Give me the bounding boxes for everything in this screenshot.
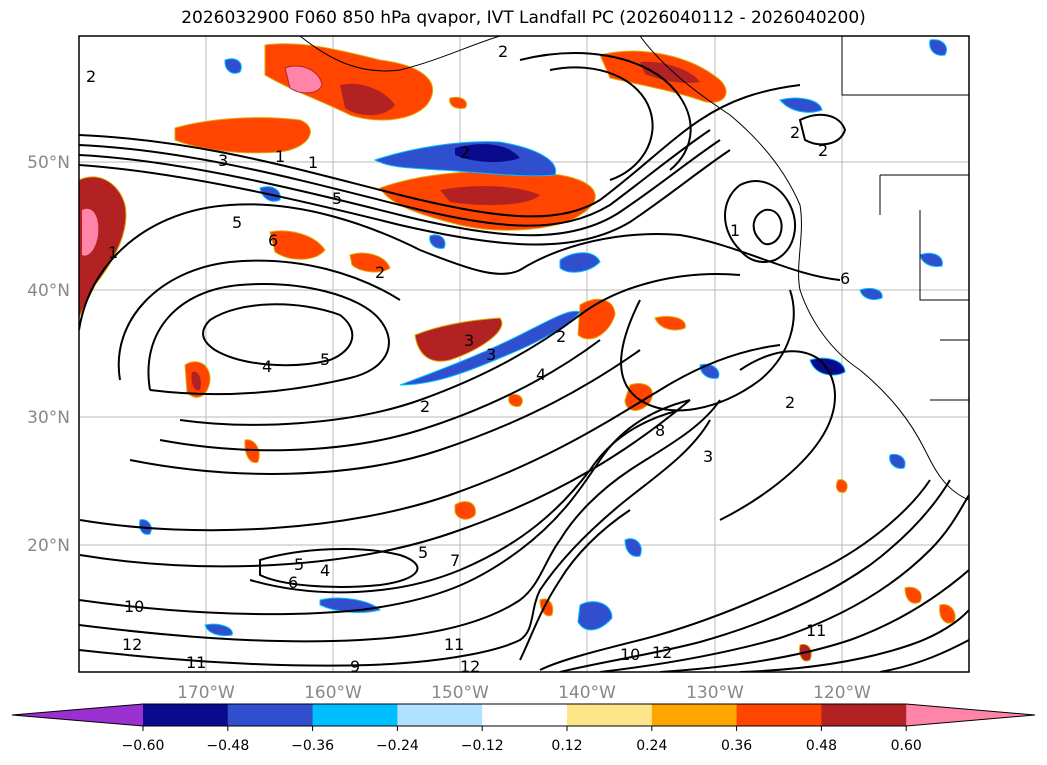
map-area: 2 2 2 1 1 3 5 5 1 6 2 2 4 5 3 3 2 4 2 8 … bbox=[79, 36, 969, 676]
contour-label: 6 bbox=[288, 573, 298, 592]
lat-label: 20°N bbox=[27, 536, 70, 556]
contour-label: 3 bbox=[486, 345, 496, 364]
colorbar-segment bbox=[227, 704, 314, 726]
contour-label: 1 bbox=[108, 243, 118, 262]
lon-label: 140°W bbox=[558, 683, 616, 703]
contour-label: 5 bbox=[320, 350, 330, 369]
colorbar-tick-label: −0.12 bbox=[461, 738, 504, 754]
contour-label: 6 bbox=[268, 231, 278, 250]
contour-label: 2 bbox=[420, 397, 430, 416]
contour-label: 5 bbox=[332, 189, 342, 208]
contour-label: 10 bbox=[620, 645, 640, 664]
contour-label: 12 bbox=[460, 657, 480, 676]
colorbar-segment bbox=[567, 704, 653, 726]
colorbar-segment bbox=[397, 704, 483, 726]
contour-label: 4 bbox=[536, 365, 546, 384]
contour-label: 9 bbox=[350, 657, 360, 676]
colorbar-tick-label: −0.36 bbox=[291, 738, 334, 754]
lon-labels: 170°W 160°W 150°W 140°W 130°W 120°W bbox=[177, 683, 871, 703]
lat-label: 50°N bbox=[27, 153, 70, 173]
colorbar-segment bbox=[482, 704, 568, 726]
colorbar-tick-label: 0.60 bbox=[891, 738, 922, 754]
contour-label: 1 bbox=[730, 221, 740, 240]
contour-label: 3 bbox=[218, 151, 228, 170]
contour-label: 2 bbox=[460, 143, 470, 162]
colorbar-tick-label: −0.48 bbox=[206, 738, 249, 754]
lon-label: 150°W bbox=[431, 683, 489, 703]
colorbar-segment bbox=[143, 704, 229, 726]
lon-label: 160°W bbox=[304, 683, 362, 703]
colorbar-segment bbox=[312, 704, 398, 726]
coastline bbox=[299, 36, 969, 501]
colorbar-extend-max bbox=[906, 704, 1035, 726]
qvapor-negative-regions bbox=[139, 39, 947, 637]
contour-label: 5 bbox=[294, 555, 304, 574]
colorbar: −0.60 −0.48 −0.36 −0.24 −0.12 0.12 0.24 0.36 0.4… bbox=[11, 703, 1036, 754]
contour-label: 2 bbox=[556, 327, 566, 346]
contour-label: 2 bbox=[790, 123, 800, 142]
contour-label: 12 bbox=[652, 643, 672, 662]
ivt-contours bbox=[79, 52, 969, 672]
contour-label: 11 bbox=[806, 621, 826, 640]
contour-label: 4 bbox=[320, 561, 330, 580]
contour-label: 7 bbox=[450, 551, 460, 570]
colorbar-segment bbox=[736, 704, 822, 726]
colorbar-extend-min bbox=[12, 704, 143, 726]
contour-label: 2 bbox=[498, 42, 508, 61]
lon-label: 120°W bbox=[813, 683, 871, 703]
colorbar-segment bbox=[651, 704, 738, 726]
contour-label: 1 bbox=[275, 147, 285, 166]
contour-label: 4 bbox=[262, 357, 272, 376]
contour-label: 5 bbox=[418, 543, 428, 562]
colorbar-tick-label: 0.48 bbox=[806, 738, 837, 754]
colorbar-segment bbox=[821, 704, 907, 726]
lon-label: 130°W bbox=[686, 683, 744, 703]
colorbar-tick-label: 0.24 bbox=[636, 738, 667, 754]
contour-label: 11 bbox=[186, 653, 206, 672]
contour-label: 12 bbox=[122, 635, 142, 654]
map-border bbox=[78, 35, 970, 673]
colorbar-tick-label: −0.60 bbox=[122, 738, 165, 754]
contour-label: 2 bbox=[818, 141, 828, 160]
figure-title: 2026032900 F060 850 hPa qvapor, IVT Land… bbox=[181, 8, 866, 28]
colorbar-tick-label: 0.36 bbox=[721, 738, 752, 754]
contour-labels: 2 2 2 1 1 3 5 5 1 6 2 2 4 5 3 3 2 4 2 8 … bbox=[86, 42, 850, 676]
contour-label: 2 bbox=[86, 67, 96, 86]
contour-label: 2 bbox=[785, 393, 795, 412]
lat-labels: 50°N 40°N 30°N 20°N bbox=[27, 153, 70, 556]
lat-label: 40°N bbox=[27, 281, 70, 301]
contour-label: 3 bbox=[464, 331, 474, 350]
colorbar-tick-label: 0.12 bbox=[551, 738, 582, 754]
contour-label: 6 bbox=[840, 269, 850, 288]
lat-label: 30°N bbox=[27, 408, 70, 428]
contour-label: 3 bbox=[703, 447, 713, 466]
colorbar-tick-label: −0.24 bbox=[376, 738, 419, 754]
contour-label: 1 bbox=[308, 153, 318, 172]
contour-label: 8 bbox=[655, 421, 665, 440]
contour-label: 11 bbox=[444, 635, 464, 654]
qvapor-positive-regions bbox=[79, 43, 956, 662]
lon-label: 170°W bbox=[177, 683, 235, 703]
contour-label: 10 bbox=[124, 597, 144, 616]
contour-label: 2 bbox=[375, 263, 385, 282]
contour-label: 5 bbox=[232, 213, 242, 232]
